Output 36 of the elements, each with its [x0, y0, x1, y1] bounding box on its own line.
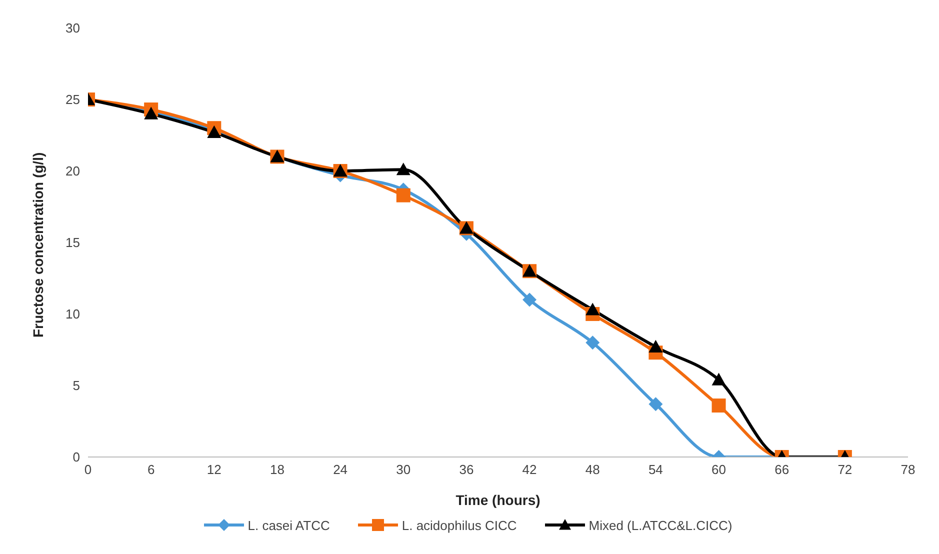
- point: [522, 292, 537, 307]
- point: [586, 302, 600, 316]
- legend-label: L. casei ATCC: [248, 518, 330, 532]
- legend-label: L. acidophilus CICC: [402, 518, 517, 532]
- y-tick-label: 5: [72, 378, 80, 394]
- y-tick-label: 10: [66, 306, 80, 322]
- x-tick-label: 48: [585, 462, 600, 478]
- x-tick-label: 42: [522, 462, 537, 478]
- point: [586, 336, 600, 350]
- point: [144, 106, 158, 120]
- x-tick-label: 30: [396, 462, 411, 478]
- y-tick-label: 0: [72, 450, 80, 465]
- point: [396, 162, 410, 176]
- point: [712, 398, 726, 413]
- y-tick-label: 15: [66, 235, 80, 250]
- x-tick-label: 0: [84, 462, 92, 478]
- point: [712, 372, 726, 386]
- legend-label: Mixed (L.ATCC&L.CICC): [588, 518, 732, 532]
- x-tick-label: 54: [648, 462, 663, 478]
- x-tick-label: 24: [333, 462, 348, 478]
- x-axis-title: Time (hours): [456, 492, 540, 508]
- point: [648, 340, 663, 352]
- point: [648, 397, 663, 412]
- point: [396, 188, 410, 202]
- y-tick-label: 25: [66, 92, 80, 108]
- y-axis-title: Fructose concentration (g/l): [30, 152, 46, 338]
- x-tick-label: 60: [712, 462, 726, 478]
- x-tick-label: 6: [147, 462, 155, 478]
- x-tick-label: 66: [774, 462, 790, 478]
- x-tick-label: 72: [838, 462, 852, 478]
- x-tick-label: 36: [459, 462, 474, 478]
- x-tick-label: 78: [900, 462, 916, 478]
- x-tick-label: 18: [270, 462, 284, 478]
- y-tick-label: 20: [66, 164, 80, 179]
- x-tick-label: 12: [206, 462, 222, 478]
- y-tick-label: 30: [66, 20, 80, 36]
